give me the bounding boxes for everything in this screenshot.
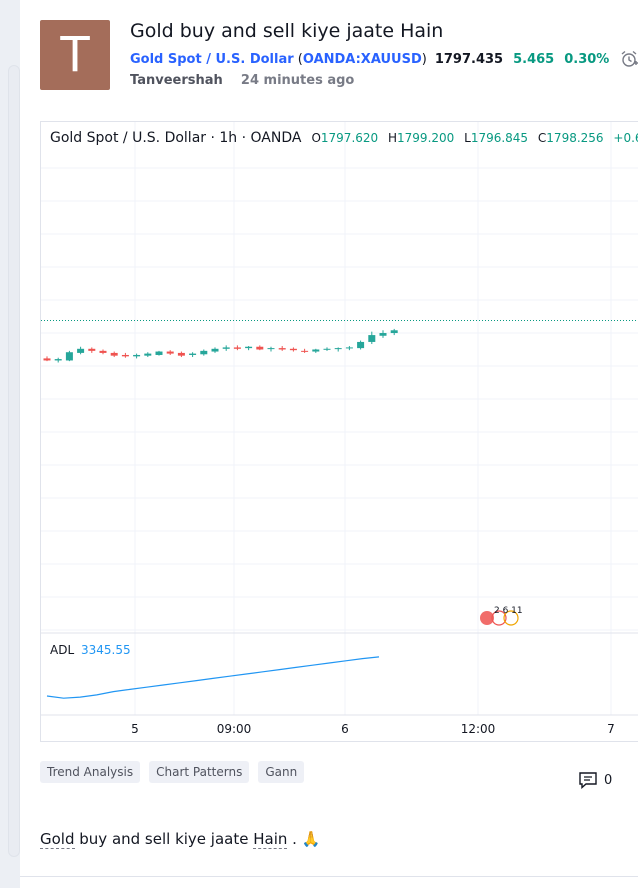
x-tick-label: 7 [607, 722, 615, 736]
candle-body [77, 348, 85, 353]
candle-body [357, 341, 365, 349]
candle-body [368, 335, 376, 342]
left-rail [0, 0, 20, 888]
adl-value: 3345.55 [81, 643, 131, 657]
candle-body [189, 353, 197, 355]
low-value: 1796.845 [470, 131, 529, 145]
chart-legend: Gold Spot / U.S. Dollar · 1h · OANDA O17… [50, 130, 638, 146]
tag-gann[interactable]: Gann [258, 761, 305, 783]
divider [20, 876, 638, 877]
candle-body [43, 358, 51, 361]
open-value: 1797.620 [320, 131, 379, 145]
desc-word-gold: Gold [40, 830, 75, 849]
symbol-row: Gold Spot / U.S. Dollar (OANDA:XAUUSD) 1… [130, 50, 638, 68]
close-value: 1798.256 [546, 131, 604, 145]
candle-body [166, 351, 174, 354]
adl-label: ADL [50, 643, 75, 657]
candle-body [88, 348, 96, 351]
candle-body [379, 333, 387, 336]
ohlc-values: O1797.620 H1799.200 L1796.845 C1798.256 … [311, 131, 638, 145]
high-value: 1799.200 [397, 131, 455, 145]
price-change: 5.465 [513, 51, 555, 67]
tag-trend-analysis[interactable]: Trend Analysis [40, 761, 141, 783]
candle-body [390, 330, 398, 334]
legend-symbol: Gold Spot / U.S. Dollar · 1h · OANDA [50, 130, 302, 146]
price-change-percent: 0.30% [564, 51, 610, 67]
comment-count: 0 [604, 772, 613, 788]
candle-body [155, 351, 163, 355]
candle-body [222, 347, 230, 349]
author-name[interactable]: Tanveershah [130, 73, 223, 88]
tag-chart-patterns[interactable]: Chart Patterns [149, 761, 250, 783]
candle-body [110, 352, 118, 356]
event-badge-ring [491, 610, 507, 626]
candle-body [177, 352, 185, 356]
idea-description: Gold buy and sell kiye jaate Hain . 🙏 [40, 830, 321, 849]
x-tick-label: 5 [131, 722, 139, 736]
event-badge-yellow [503, 610, 519, 626]
x-tick-label: 6 [341, 722, 349, 736]
chart-snapshot[interactable]: 2 6 11 5 09:00 6 12:00 7 Gold Spot / U.S. Dol… [40, 121, 638, 742]
candle-body [211, 348, 219, 352]
ticker-link[interactable]: OANDA:XAUUSD [302, 51, 422, 67]
candle-body [301, 350, 309, 352]
candle-body [54, 359, 62, 361]
event-badge-red [480, 611, 494, 625]
candle-body [245, 346, 253, 349]
candle-body [121, 354, 129, 357]
candle-body [334, 348, 342, 350]
adl-line [46, 656, 380, 699]
publish-time: 24 minutes ago [240, 73, 355, 88]
comments-button[interactable]: 0 [578, 771, 612, 789]
candle-body [323, 348, 331, 350]
x-tick-label: 12:00 [461, 722, 496, 736]
chart-canvas[interactable]: 2 6 11 5 09:00 6 12:00 7 [41, 122, 638, 741]
candle-body [233, 347, 241, 349]
author-avatar[interactable]: T [40, 20, 110, 90]
candle-body [99, 350, 107, 353]
folded-hands-icon: 🙏 [301, 830, 321, 848]
change-value: +0.636 (+ [613, 131, 638, 145]
idea-title[interactable]: Gold buy and sell kiye jaate Hain [130, 20, 444, 42]
candle-body [200, 350, 208, 355]
comment-icon [579, 772, 597, 789]
candle-body [133, 354, 141, 357]
symbol-name-link[interactable]: Gold Spot / U.S. Dollar [130, 51, 294, 67]
x-tick-label: 09:00 [217, 722, 252, 736]
candle-body [278, 348, 286, 350]
candle-body [144, 353, 152, 356]
candle-body [345, 347, 353, 349]
candle-body [65, 352, 73, 361]
candle-body [256, 346, 264, 350]
candle-body [267, 348, 275, 350]
author-row: Tanveershah 24 minutes ago [130, 73, 354, 88]
candle-body [312, 349, 320, 352]
candle-body [289, 348, 297, 351]
tag-list: Trend Analysis Chart Patterns Gann [40, 761, 313, 783]
avatar-letter: T [60, 27, 90, 83]
event-badge-text: 2 6 11 [494, 606, 523, 616]
desc-word-hain: Hain [253, 830, 288, 849]
last-price: 1797.435 [434, 51, 504, 67]
alarm-clock-icon[interactable] [619, 50, 638, 68]
